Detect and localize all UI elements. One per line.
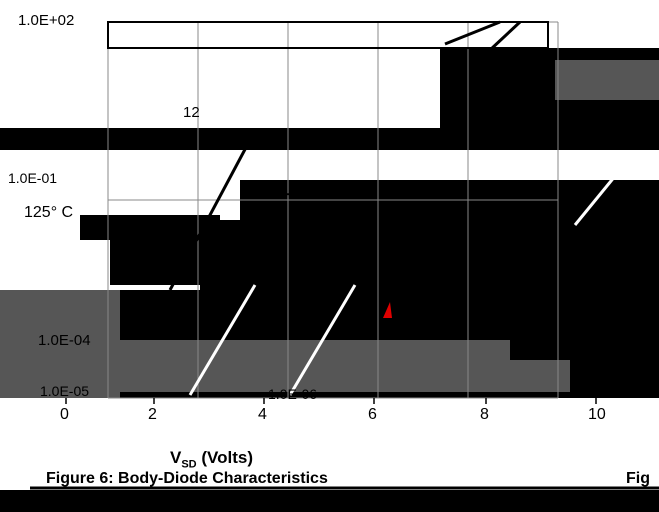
x-axis-label: VSD (Volts) [170,448,253,470]
x-tick-label-3: 6 [368,406,377,423]
figure-caption: Figure 6: Body-Diode Characteristics [46,470,328,487]
curve-fragments [168,20,522,291]
gate-voltage-annotation: 12 [183,104,200,121]
x-axis-label-main: V [170,448,182,467]
gray-block-c [555,60,659,100]
y-tick-label-3: 1.0E-04 [38,332,91,349]
white-inner-a [220,48,440,128]
gray-block-a [0,290,120,398]
curve-fragment-b [488,20,522,52]
x-tick-label-1: 2 [148,406,157,423]
accent-marker [383,302,392,318]
plot-frame-top [107,21,549,49]
gray-block-b [120,340,570,392]
curve-fragment-e [288,284,357,396]
y-tick-label-top: 1.0E+02 [18,12,75,29]
gray-block-d [510,220,659,360]
y-tick-label-4: 1.0E-05 [40,383,90,399]
y-tick-label-2: 1.0E-01 [8,170,58,186]
x-tick-label-2: 4 [258,406,267,423]
x-tick-label-0: 0 [60,406,69,423]
x-tick-label-5: 10 [588,406,606,423]
figure-caption-next: Fig [626,470,650,487]
curve-fragment-a [444,20,501,46]
curve-fragment-f [573,169,622,226]
page-region-bottom [0,398,659,490]
y-axis-label-sub: S [291,186,302,193]
y-axis-label: IS [284,186,302,196]
temperature-annotation: 125° C [24,204,74,221]
curve-fragment-d [188,284,257,396]
curve-fragments-white [188,169,622,396]
y-axis-label-main: I [284,192,299,196]
x-tick-label-4: 8 [480,406,489,423]
page-region-upper-mid [0,150,659,180]
inner-tick-annotation: 1.0E-06 [268,386,318,402]
x-axis-ticks [65,398,597,404]
white-inner-b [0,240,110,290]
x-axis-label-sub: SD [181,458,197,471]
x-axis-label-unit: (Volts) [201,448,253,467]
dark-block-a [0,128,210,150]
curve-fragment-c [168,139,252,291]
dark-block-c [200,220,500,340]
page-region-top-right [440,0,659,48]
